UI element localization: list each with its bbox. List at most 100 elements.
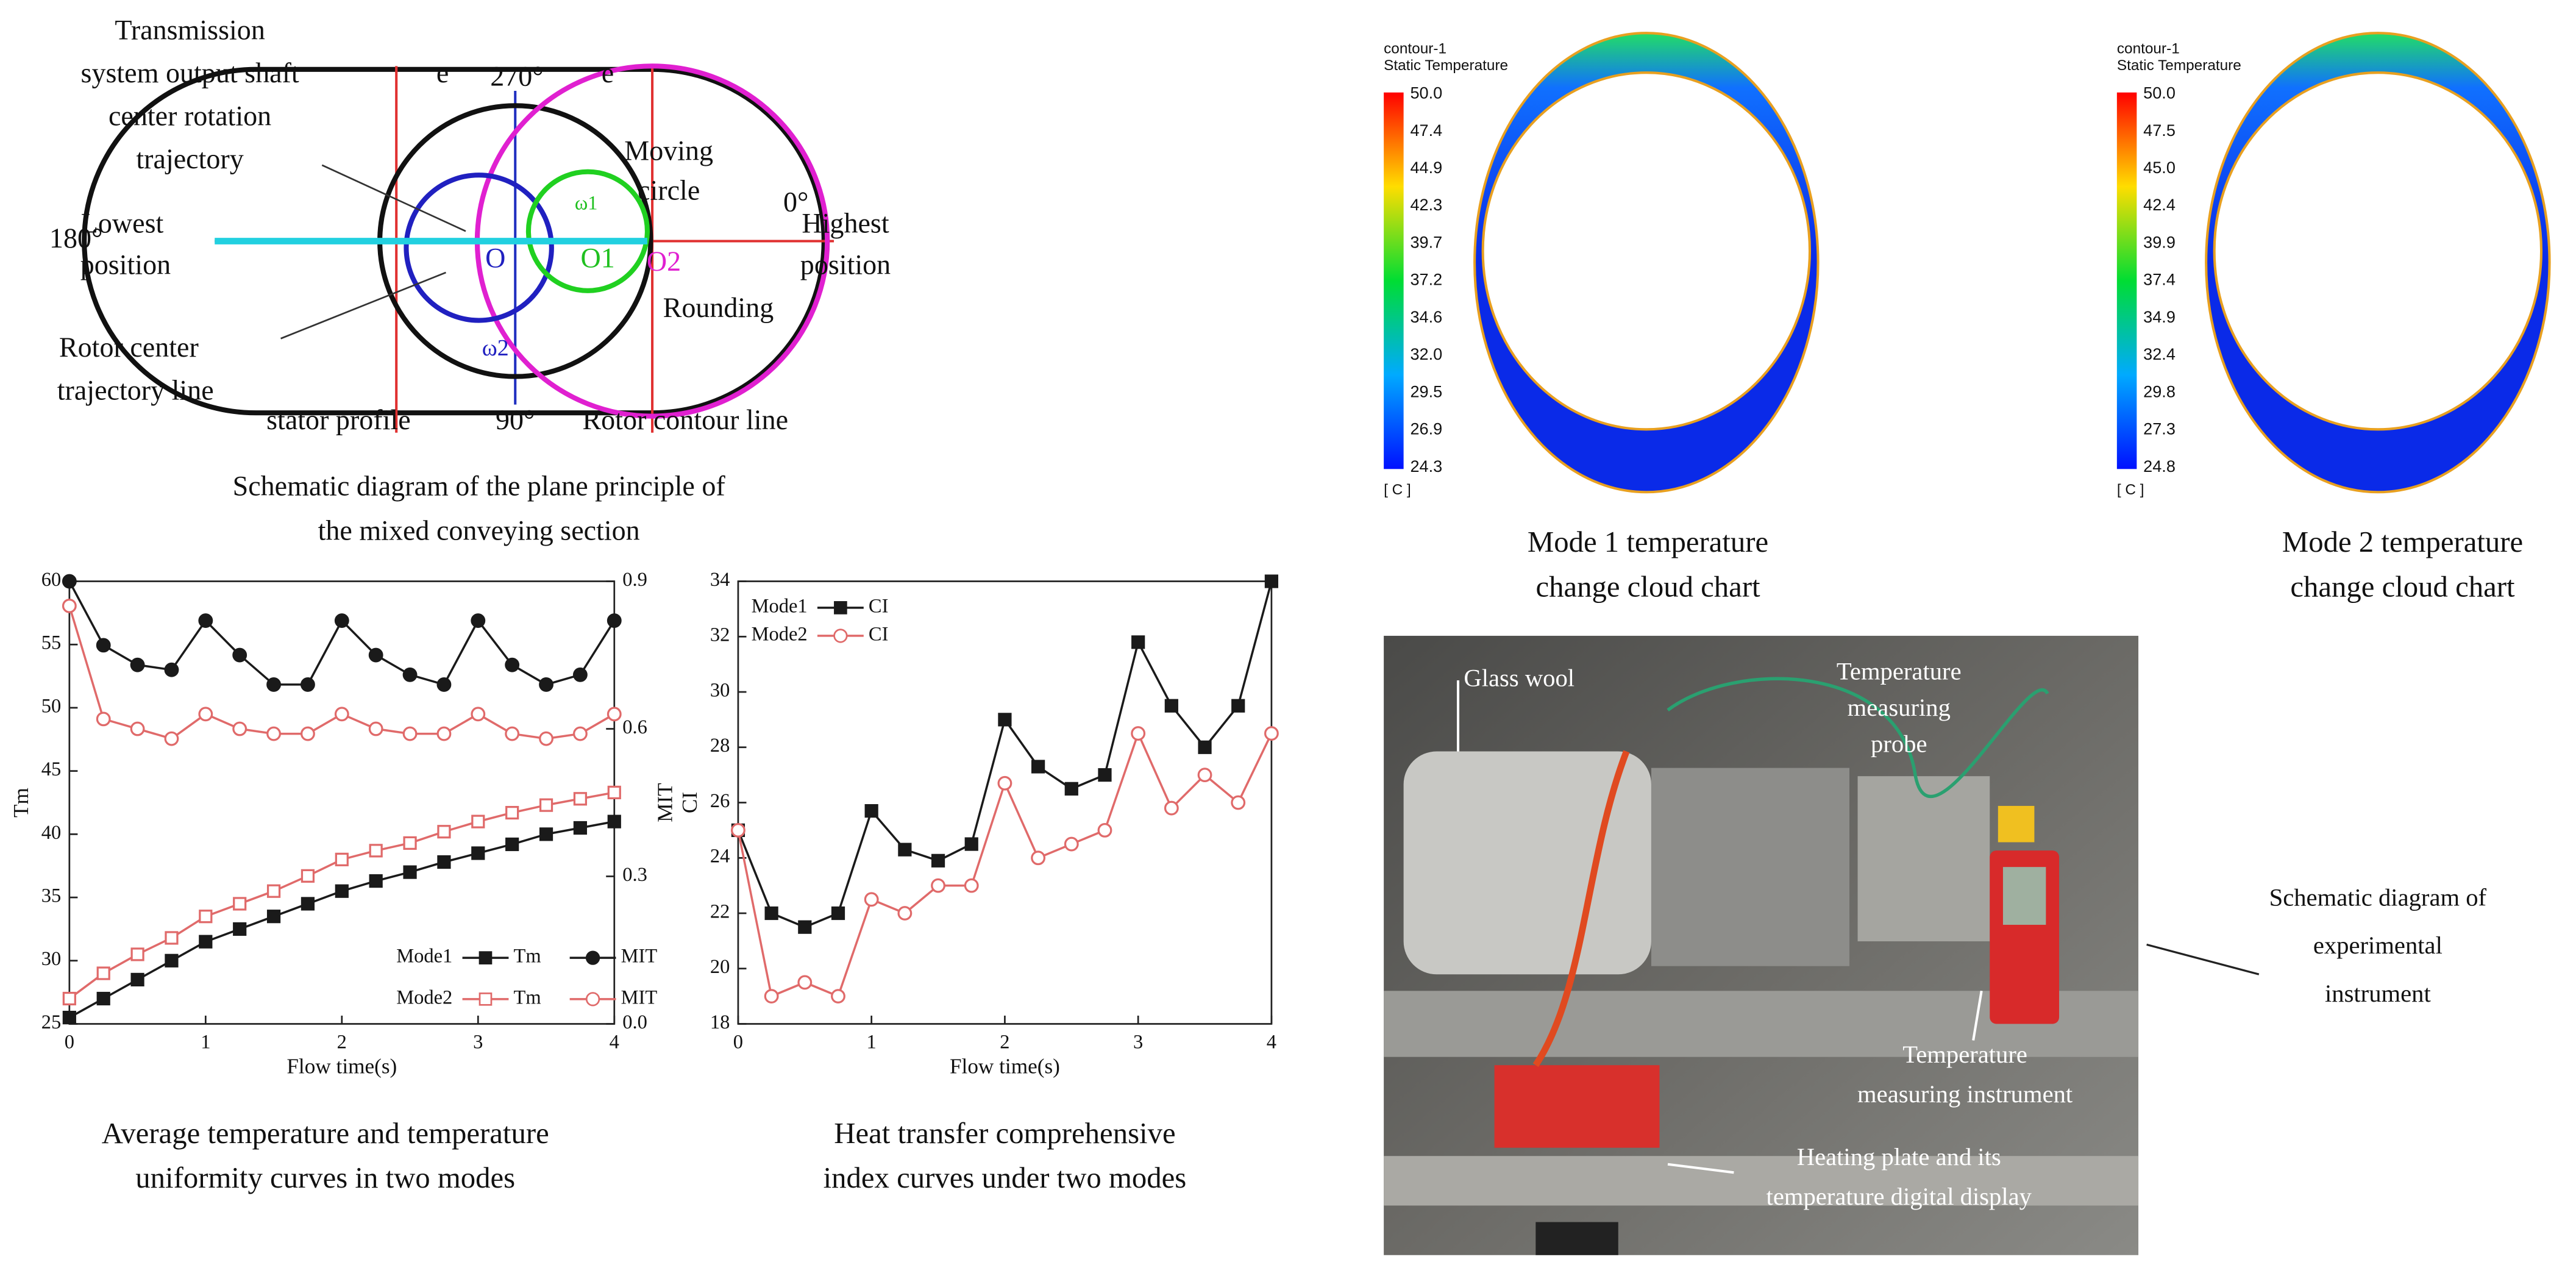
- data-point: [335, 852, 349, 866]
- label: O2: [647, 246, 681, 277]
- data-point: [1064, 836, 1079, 852]
- temperature-ring: [2205, 32, 2551, 494]
- color-bar-label: 26.9: [1410, 419, 1442, 438]
- label: Transmission: [115, 15, 265, 46]
- color-bar-label: 45.0: [2143, 158, 2176, 177]
- legend-marker: [479, 992, 493, 1006]
- y-tick-label: 50: [41, 695, 62, 717]
- y-tick-label: 26: [710, 790, 730, 812]
- data-point: [266, 726, 281, 741]
- label: ω2: [482, 335, 509, 361]
- data-point: [62, 991, 76, 1006]
- y-tick-label: 22: [710, 900, 730, 922]
- caption: change cloud chart: [1535, 570, 1760, 603]
- data-point: [96, 711, 111, 727]
- data-point: [437, 825, 451, 839]
- trajectory-circle: [404, 173, 554, 323]
- data-point: [798, 920, 812, 934]
- data-point: [607, 707, 622, 722]
- label: stator profile: [266, 404, 411, 435]
- data-point: [437, 855, 451, 869]
- y-tick-label: 28: [710, 735, 730, 757]
- label: 180°: [49, 223, 103, 254]
- label: Rotor contour line: [582, 404, 788, 435]
- data-point: [964, 878, 979, 893]
- data-point: [369, 874, 383, 888]
- data-point: [436, 726, 452, 741]
- color-bar-label: 37.2: [1410, 270, 1442, 289]
- label: Rotor center: [59, 332, 199, 363]
- color-bar-label: 34.6: [1410, 307, 1442, 326]
- glass-wool: [1403, 751, 1651, 975]
- data-point: [764, 906, 778, 921]
- label: 270°: [490, 61, 544, 92]
- y2-tick-label: 0.0: [622, 1011, 647, 1033]
- probe-head: [1998, 805, 2035, 843]
- data-point: [96, 991, 110, 1006]
- data-point: [334, 707, 349, 722]
- data-point: [471, 707, 486, 722]
- data-point: [1264, 574, 1279, 588]
- data-point: [199, 910, 213, 924]
- data-point: [505, 726, 520, 741]
- data-point: [797, 975, 813, 990]
- y-tick-label: 45: [41, 758, 62, 780]
- label: e: [602, 57, 614, 88]
- x-axis-label: Flow time(s): [286, 1055, 397, 1078]
- y-tick-label: 55: [41, 632, 62, 654]
- y-tick-label: 30: [710, 679, 730, 701]
- data-point: [402, 726, 418, 741]
- label: 90°: [496, 404, 535, 435]
- contour-title: contour-1: [2117, 41, 2180, 57]
- data-point: [403, 865, 417, 879]
- data-point: [233, 897, 247, 911]
- label: measuring instrument: [1857, 1080, 2073, 1108]
- data-point: [572, 667, 588, 682]
- data-point: [130, 972, 144, 987]
- data-point: [301, 726, 315, 741]
- label: temperature digital display: [1767, 1183, 2032, 1210]
- data-point: [266, 677, 281, 692]
- data-point: [368, 647, 383, 663]
- wire: [1667, 677, 2049, 799]
- legend-marker: [479, 951, 493, 964]
- data-point: [233, 922, 247, 936]
- label: Lowest: [81, 208, 164, 239]
- caption: experimental: [2313, 932, 2443, 959]
- color-bar-label: 50.0: [2143, 84, 2176, 102]
- data-point: [403, 836, 417, 850]
- x-tick-label: 3: [473, 1031, 483, 1053]
- data-point: [199, 935, 213, 949]
- contour-quantity: Static Temperature: [2117, 57, 2241, 74]
- cable: [1532, 750, 1630, 1067]
- data-point: [1064, 782, 1078, 796]
- y-tick-label: 32: [710, 624, 730, 646]
- color-bar-label: 37.4: [2143, 270, 2176, 289]
- experiment-photo: Glass wool Temperature measuring probe T…: [1384, 635, 2487, 1255]
- data-point: [130, 947, 144, 961]
- y-tick-label: 35: [41, 885, 62, 907]
- plot-frame: [737, 580, 1273, 1025]
- label: position: [800, 249, 891, 280]
- data-point: [505, 837, 519, 852]
- data-point: [402, 667, 418, 682]
- data-point: [607, 785, 621, 800]
- leader: [280, 271, 446, 340]
- data-point: [369, 844, 383, 858]
- data-point: [1031, 760, 1045, 774]
- data-point: [931, 853, 945, 868]
- caption: Schematic diagram of: [2269, 884, 2487, 911]
- legend-label: MIT: [621, 986, 658, 1008]
- label: Rounding: [663, 292, 774, 323]
- leader: [321, 164, 466, 232]
- data-point: [1231, 795, 1246, 810]
- data-point: [266, 884, 281, 898]
- data-point: [368, 721, 383, 736]
- data-point: [164, 731, 179, 746]
- data-point: [165, 931, 179, 945]
- x-axis-label: Flow time(s): [950, 1055, 1060, 1078]
- data-point: [1164, 800, 1179, 816]
- data-point: [1097, 822, 1112, 838]
- label: circle: [638, 175, 700, 206]
- data-point: [198, 613, 213, 628]
